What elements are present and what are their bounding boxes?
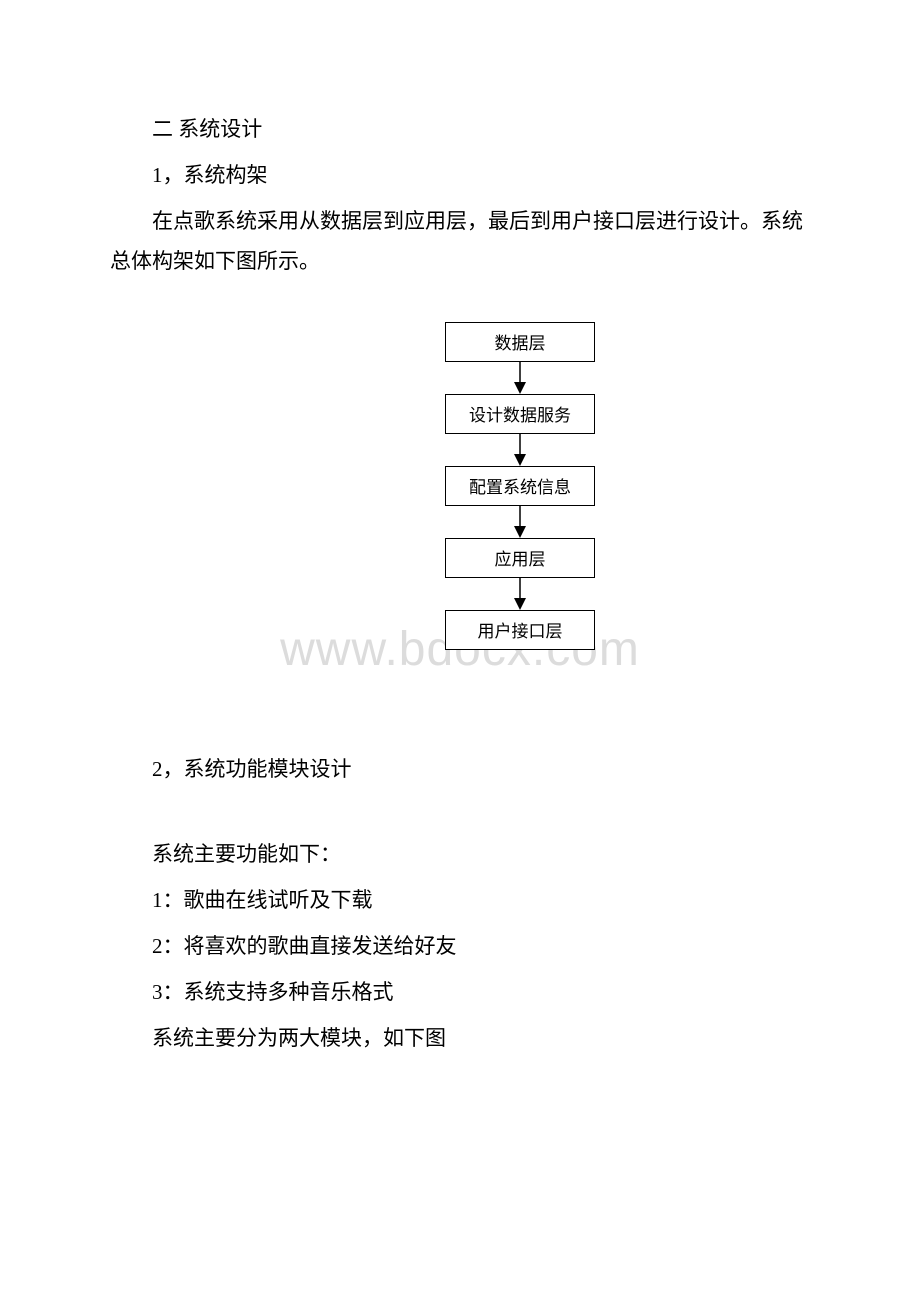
flow-arrow-icon (390, 362, 650, 394)
function-item: 2：将喜欢的歌曲直接发送给好友 (110, 927, 810, 967)
functions-intro: 系统主要功能如下： (110, 835, 810, 875)
architecture-flowchart: 数据层 设计数据服务 配置系统信息 应用层 用户接口层 (390, 322, 650, 650)
flow-arrow-icon (390, 506, 650, 538)
flow-node-data-layer: 数据层 (445, 322, 595, 362)
subsection-2-title: 2，系统功能模块设计 (110, 750, 810, 790)
flow-node-config: 配置系统信息 (445, 466, 595, 506)
function-item: 3：系统支持多种音乐格式 (110, 973, 810, 1013)
flowchart-container: 数据层 设计数据服务 配置系统信息 应用层 用户接口层 (110, 322, 810, 650)
intro-paragraph: 在点歌系统采用从数据层到应用层，最后到用户接口层进行设计。系统总体构架如下图所示… (110, 202, 810, 282)
subsection-1-title: 1，系统构架 (110, 156, 810, 196)
section-heading: 二 系统设计 (110, 110, 810, 150)
document-body: 二 系统设计 1，系统构架 在点歌系统采用从数据层到应用层，最后到用户接口层进行… (0, 0, 920, 1059)
flow-arrow-icon (390, 434, 650, 466)
flow-node-app-layer: 应用层 (445, 538, 595, 578)
flow-arrow-icon (390, 578, 650, 610)
function-item: 1：歌曲在线试听及下载 (110, 881, 810, 921)
flow-node-ui-layer: 用户接口层 (445, 610, 595, 650)
flow-node-data-service: 设计数据服务 (445, 394, 595, 434)
functions-outro: 系统主要分为两大模块，如下图 (110, 1019, 810, 1059)
